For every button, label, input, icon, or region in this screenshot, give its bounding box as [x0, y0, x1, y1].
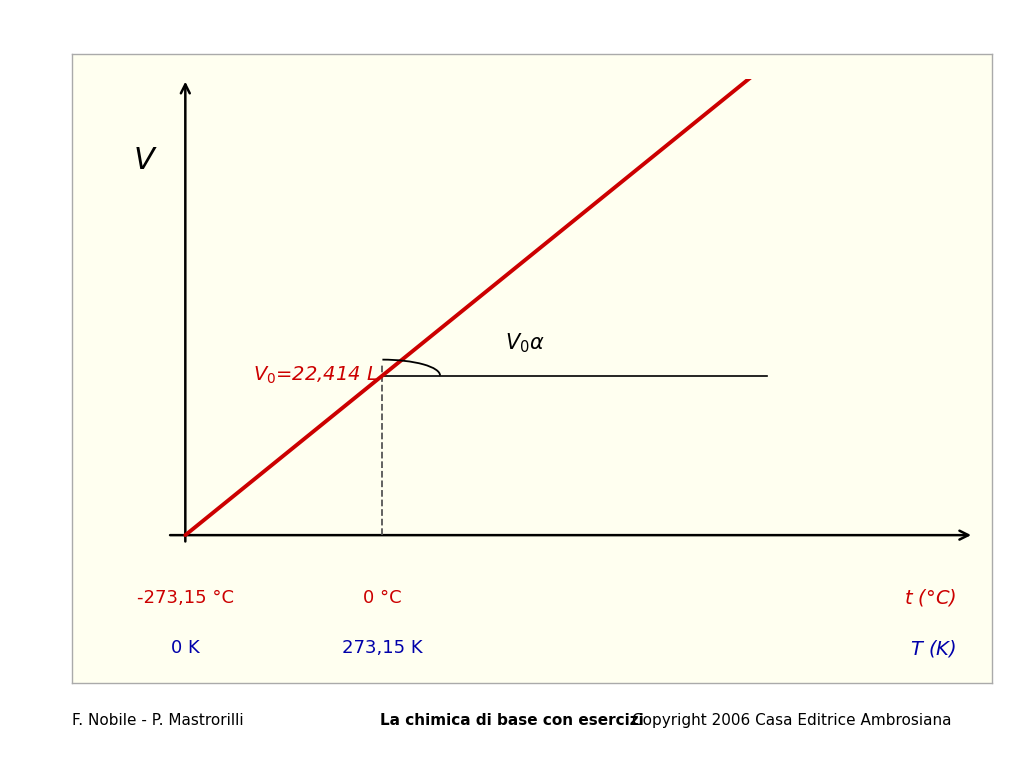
Text: $V_0$=22,414 L: $V_0$=22,414 L [253, 365, 377, 387]
Text: 0 °C: 0 °C [363, 589, 402, 607]
Text: La chimica di base con esercizi: La chimica di base con esercizi [380, 713, 643, 729]
Text: $V$: $V$ [133, 146, 158, 176]
Text: -273,15 °C: -273,15 °C [137, 589, 234, 607]
Text: $V_0\alpha$: $V_0\alpha$ [505, 331, 544, 355]
Text: 273,15 K: 273,15 K [342, 639, 422, 657]
Text: F. Nobile - P. Mastrorilli: F. Nobile - P. Mastrorilli [72, 713, 243, 729]
Text: 0 K: 0 K [171, 639, 199, 657]
Text: $t$ (°C): $t$ (°C) [903, 588, 957, 608]
Text: Copyright 2006 Casa Editrice Ambrosiana: Copyright 2006 Casa Editrice Ambrosiana [632, 713, 951, 729]
Text: $T$ (K): $T$ (K) [910, 637, 957, 659]
